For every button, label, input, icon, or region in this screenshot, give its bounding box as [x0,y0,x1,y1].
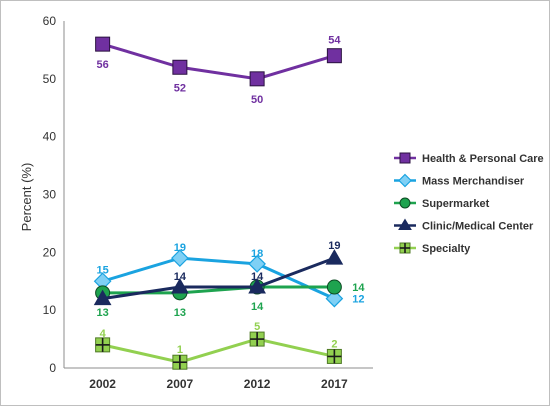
data-label: 15 [97,264,109,276]
data-label: 4 [100,328,107,340]
series-clinic-medical-center [93,249,344,306]
tick-labels: 0 10 20 30 40 50 60 2002 2007 2012 2017 [43,14,348,391]
data-label: 14 [352,282,365,294]
y-tick-label: 30 [43,188,57,202]
data-label: 5 [254,321,260,333]
data-label: 13 [97,307,109,319]
data-point [326,48,342,64]
data-labels-3: 14 14 19 [174,240,341,283]
legend-item: Specialty [394,242,471,255]
data-label: 14 [251,271,264,283]
data-point [95,36,111,52]
legend-item: Health & Personal Care [394,152,544,165]
legend-marker [399,152,411,164]
legend: Health & Personal Care Mass Merchandiser S… [394,152,544,255]
legend-label: Health & Personal Care [422,153,544,165]
series-supermarket [95,279,342,301]
x-tick-label: 2002 [89,377,116,391]
data-point [172,59,188,75]
data-point [325,249,344,265]
x-tick-label: 2012 [244,377,271,391]
axes [63,21,373,369]
series-line [102,256,335,301]
x-tick-label: 2007 [167,377,194,391]
data-label: 1 [177,344,183,356]
data-label: 56 [97,59,109,71]
legend-item: Clinic/Medical Center [394,218,534,233]
data-labels-4: 4 1 5 2 [100,321,338,356]
series-specialty [95,331,342,370]
data-point [325,289,344,308]
y-axis-title: Percent (%) [19,163,34,232]
data-label: 13 [174,307,186,319]
legend-label: Supermarket [422,198,490,210]
data-label: 52 [174,82,186,94]
data-labels-1: 15 19 18 12 [97,242,365,305]
data-point [171,249,189,267]
series-line [102,337,335,364]
legend-item: Supermarket [394,197,490,210]
legend-label: Clinic/Medical Center [422,221,534,233]
data-labels-0: 56 52 50 54 [97,35,342,106]
data-point [326,279,342,295]
data-labels-2: 13 13 14 14 [97,282,366,319]
data-label: 14 [174,271,187,283]
series-line [102,42,335,81]
y-tick-label: 40 [43,130,57,144]
legend-marker [398,173,412,188]
data-label: 50 [251,94,263,106]
legend-item: Mass Merchandiser [394,173,525,188]
y-tick-label: 0 [49,361,56,375]
y-tick-label: 60 [43,14,57,28]
y-tick-label: 20 [43,245,57,259]
legend-label: Mass Merchandiser [422,176,525,188]
y-tick-label: 10 [43,303,57,317]
data-label: 14 [251,301,264,313]
data-label: 54 [328,35,341,47]
data-label: 2 [331,338,337,350]
y-tick-label: 50 [43,72,57,86]
data-point [248,278,266,294]
data-label: 19 [328,240,340,252]
data-label: 19 [174,242,186,254]
series-line [102,256,335,300]
data-point [248,255,266,273]
data-point [171,278,189,294]
data-label: 18 [251,248,263,260]
legend-label: Specialty [422,243,471,255]
data-point [249,71,265,87]
series-mass-merchandiser [93,249,344,308]
series-health-personal-care [95,36,342,87]
legend-marker [398,218,412,230]
data-label: 12 [352,294,364,306]
data-point [93,289,112,306]
legend-marker [399,197,411,209]
x-tick-label: 2017 [321,377,348,391]
